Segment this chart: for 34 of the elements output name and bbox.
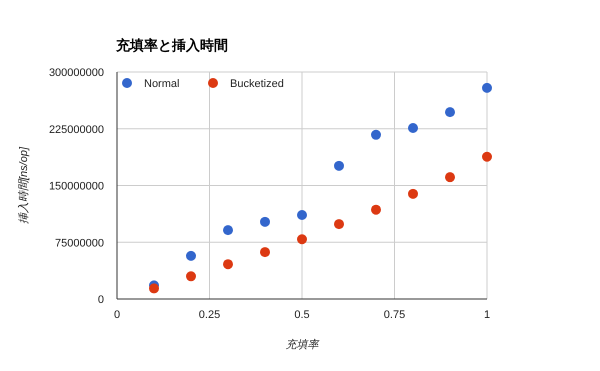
legend-label: Bucketized xyxy=(230,78,284,90)
point xyxy=(223,259,233,270)
point xyxy=(186,250,196,261)
point xyxy=(445,107,455,118)
point xyxy=(408,188,418,199)
chart-title: 充填率と挿入時間 xyxy=(115,37,228,53)
x-tick-label: 1 xyxy=(484,309,490,321)
point xyxy=(223,225,233,236)
x-tick-label: 0.25 xyxy=(198,309,220,321)
y-tick-label: 150000000 xyxy=(48,180,104,192)
point xyxy=(371,130,381,140)
point xyxy=(482,152,492,162)
x-axis-title: 充填率 xyxy=(286,338,320,351)
legend-label: Normal xyxy=(144,78,180,90)
point xyxy=(334,160,344,171)
point xyxy=(334,219,344,230)
point xyxy=(260,247,270,258)
x-tick-label: 0 xyxy=(114,309,120,321)
point xyxy=(260,216,270,227)
point xyxy=(149,283,159,294)
point xyxy=(186,271,196,282)
x-tick-label: 0.75 xyxy=(384,309,406,321)
point xyxy=(297,210,307,220)
point xyxy=(408,122,418,133)
y-tick-label: 300000000 xyxy=(48,67,104,79)
y-tick-label: 0 xyxy=(98,294,104,306)
point xyxy=(445,172,455,182)
point xyxy=(371,204,381,215)
point xyxy=(297,234,307,244)
y-axis-title: 挿入時間[ns/op] xyxy=(17,146,30,224)
x-tick-label: 0.5 xyxy=(294,309,310,321)
y-tick-label: 75000000 xyxy=(55,237,104,250)
y-tick-label: 225000000 xyxy=(48,124,104,136)
point xyxy=(482,82,492,93)
